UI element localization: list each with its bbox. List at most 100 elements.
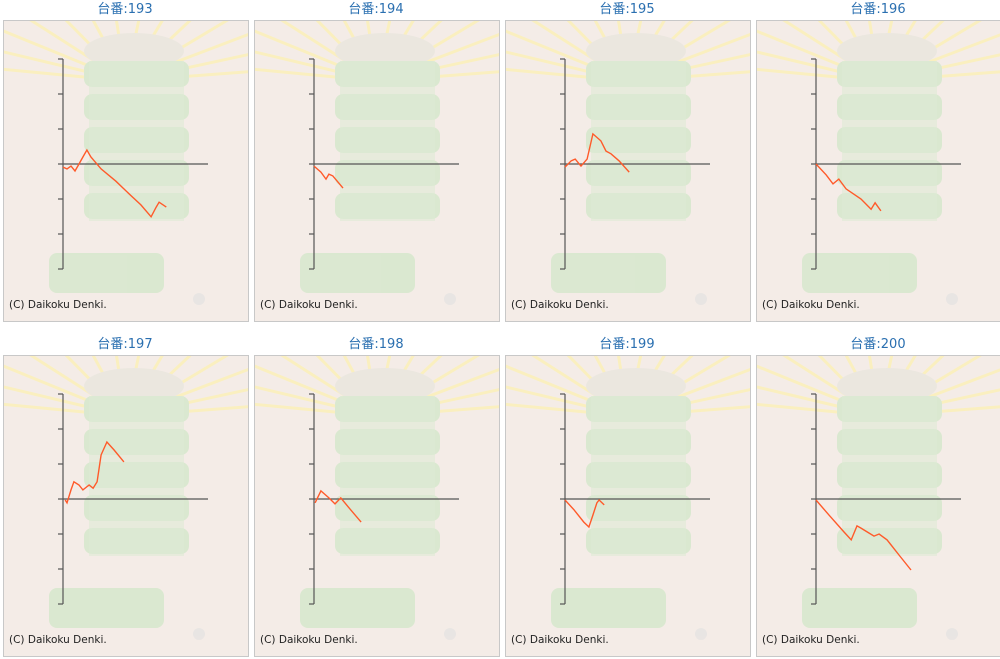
tray [49,253,164,293]
logo-dot [946,293,958,305]
chart-panel: 台番:199 (C) Daikoku Denki. [505,335,751,657]
medal-pile [335,368,435,404]
medal-box [837,127,942,153]
medal-box [586,495,691,521]
medal-box [837,160,942,186]
data-line [564,498,605,529]
medal-pile [335,33,435,69]
credit: (C) Daikoku Denki. [260,299,358,311]
medal-box-body [340,396,435,556]
medal-box [837,429,942,455]
chart-title: 台番:197 [97,337,153,352]
medal-box-body [842,396,937,556]
tray [300,588,415,628]
medal-box [84,528,189,554]
medal-box [84,127,189,153]
medal-box-body [591,61,686,221]
tray [300,253,415,293]
medal-box-body [591,396,686,556]
background-art [255,21,499,305]
tray [802,253,917,293]
chart-panel: 台番:194 (C) Daikoku Denki. [254,0,500,322]
chart-title: 台番:199 [599,337,655,352]
chart-title: 台番:193 [97,2,153,17]
chart: (C) Daikoku Denki. [3,355,249,657]
data-line [564,132,630,173]
data-line [62,148,167,219]
logo-dot [193,293,205,305]
tray [49,588,164,628]
chart-panel: 台番:196 (C) Daikoku Denki. [756,0,1000,322]
medal-box [84,462,189,488]
medal-box [335,61,440,87]
background-art [506,356,750,640]
chart-title: 台番:200 [850,337,906,352]
background-art [4,21,248,305]
data-line [314,489,362,523]
credit: (C) Daikoku Denki. [260,634,358,646]
medal-box [837,94,942,120]
medal-box [84,94,189,120]
medal-box-body [340,61,435,221]
medal-box [837,462,942,488]
chart-panel: 台番:193 (C) Daikoku Denki. [3,0,249,322]
medal-box [837,193,942,219]
medal-box [586,528,691,554]
chart-panel: 台番:200 (C) Daikoku Denki. [756,335,1000,657]
tray [802,588,917,628]
medal-box [335,127,440,153]
medal-box [335,94,440,120]
medal-box [335,160,440,186]
chart: (C) Daikoku Denki. [505,355,751,657]
data-line [815,499,912,571]
chart-title: 台番:195 [599,2,655,17]
data-line [815,163,882,212]
medal-box [335,396,440,422]
chart: (C) Daikoku Denki. [505,20,751,322]
logo-dot [695,628,707,640]
logo-dot [444,293,456,305]
chart-title: 台番:196 [850,2,906,17]
data-line [313,165,344,189]
medal-box [837,528,942,554]
medal-box-body [89,61,184,221]
chart-title: 台番:198 [348,337,404,352]
background-art [255,356,499,640]
medal-box [335,495,440,521]
credit: (C) Daikoku Denki. [9,299,107,311]
medal-box [586,94,691,120]
medal-box-body [842,61,937,221]
tray [551,588,666,628]
medal-pile [586,368,686,404]
logo-dot [193,628,205,640]
logo-dot [946,628,958,640]
background-art [757,21,1000,305]
medal-box [586,127,691,153]
medal-box [837,495,942,521]
tray [551,253,666,293]
medal-box-body [89,396,184,556]
chart-panel: 台番:198 (C) Daikoku Denki. [254,335,500,657]
credit: (C) Daikoku Denki. [511,634,609,646]
medal-pile [837,368,937,404]
data-line [64,440,125,505]
medal-box [586,396,691,422]
logo-dot [695,293,707,305]
chart: (C) Daikoku Denki. [756,20,1000,322]
background-art [4,356,248,640]
chart: (C) Daikoku Denki. [254,355,500,657]
medal-pile [84,368,184,404]
medal-box [586,61,691,87]
logo-dot [444,628,456,640]
chart-title: 台番:194 [348,2,404,17]
medal-box [586,462,691,488]
background-art [757,356,1000,640]
medal-box [586,160,691,186]
chart: (C) Daikoku Denki. [3,20,249,322]
medal-box [335,528,440,554]
credit: (C) Daikoku Denki. [762,634,860,646]
medal-box [84,495,189,521]
medal-box [586,429,691,455]
medal-box [84,61,189,87]
